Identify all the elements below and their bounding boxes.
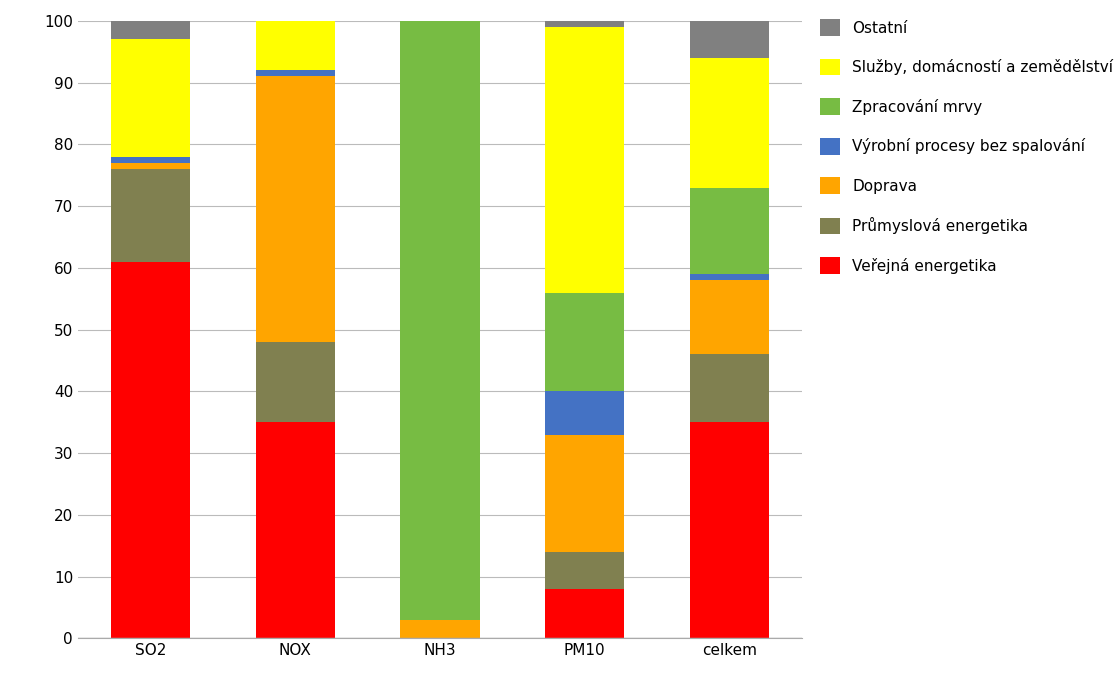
Bar: [545, 552, 625, 589]
Bar: [545, 589, 625, 638]
Bar: [690, 187, 769, 274]
Bar: [111, 21, 190, 40]
Bar: [111, 169, 190, 262]
Bar: [690, 58, 769, 187]
Bar: [111, 40, 190, 157]
Bar: [255, 422, 335, 638]
Bar: [400, 620, 480, 638]
Bar: [255, 342, 335, 422]
Legend: Ostatní, Služby, domácností a zemědělství, Zpracování mrvy, Výrobní procesy bez : Ostatní, Služby, domácností a zemědělstv…: [817, 16, 1114, 277]
Bar: [690, 280, 769, 355]
Bar: [400, 21, 480, 620]
Bar: [255, 70, 335, 76]
Bar: [545, 293, 625, 391]
Bar: [111, 163, 190, 169]
Bar: [111, 157, 190, 163]
Bar: [545, 27, 625, 293]
Bar: [690, 274, 769, 280]
Bar: [545, 391, 625, 434]
Bar: [690, 21, 769, 58]
Bar: [111, 262, 190, 638]
Bar: [690, 422, 769, 638]
Bar: [545, 21, 625, 27]
Bar: [255, 76, 335, 342]
Bar: [255, 0, 335, 70]
Bar: [545, 434, 625, 552]
Bar: [690, 355, 769, 422]
